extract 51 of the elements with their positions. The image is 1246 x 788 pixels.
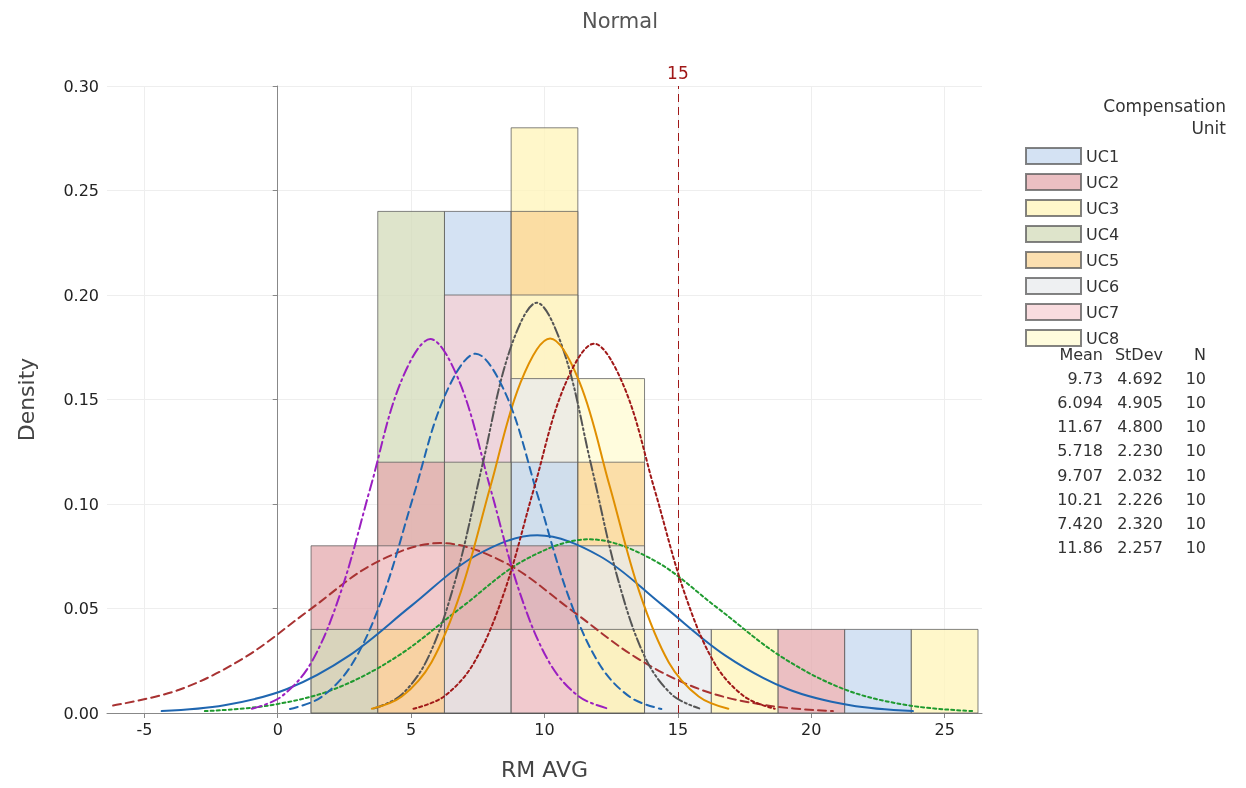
text: 9.707 [1057,465,1103,485]
legend-label: UC2 [1086,172,1120,192]
text: 2.257 [1117,538,1163,558]
text: 4.905 [1117,392,1163,412]
text: 10 [1185,368,1206,388]
text: 2.230 [1117,441,1163,461]
text: 10 [1185,538,1206,558]
legend-label: UC6 [1086,276,1120,296]
x-tick-label: 15 [667,719,689,739]
text: 9.73 [1067,368,1103,388]
text: 10 [1185,465,1206,485]
text: 4.800 [1117,417,1163,437]
legend-label: UC1 [1086,146,1120,166]
y-tick-label: 0.30 [63,76,99,96]
text: 4.692 [1117,368,1163,388]
text: 10 [1185,441,1206,461]
legend-label: UC4 [1086,224,1120,244]
text: 7.420 [1057,513,1103,533]
text: 10 [1185,489,1206,509]
x-tick-label: -5 [136,719,153,739]
x-tick-label: 25 [934,719,955,739]
text: 11.86 [1057,538,1103,558]
legend-title: Compensation Unit [1103,96,1227,138]
ref-line-label: 15 [667,62,689,83]
text: 10 [1185,392,1206,412]
text: 5.718 [1057,441,1103,461]
legend-label: UC5 [1086,250,1120,270]
x-axis-title: RM AVG [500,756,589,782]
text: 2.032 [1117,465,1163,485]
text: 10 [1185,417,1206,437]
text: 2.226 [1117,489,1163,509]
chart-title: Normal [582,8,658,33]
text: N [1194,344,1206,364]
y-tick-label: 0.05 [63,599,99,618]
y-tick-label: 0.15 [63,390,99,409]
text: 11.67 [1057,417,1103,437]
y-tick-label: 0.10 [63,494,99,514]
y-tick-label: 0.20 [63,285,99,305]
text: 6.094 [1057,392,1103,412]
text: 2.320 [1117,513,1163,533]
x-tick-label: 10 [534,719,555,739]
x-tick-label: 20 [801,719,822,739]
text: 10 [1185,513,1206,533]
x-tick-label: 0 [272,719,283,739]
y-tick-label: 0.25 [63,181,99,200]
legend-label: UC3 [1086,198,1120,218]
y-tick-label: 0.00 [63,703,99,723]
y-axis-title: Density [13,357,39,442]
text: 10.21 [1057,489,1103,509]
x-tick-label: 5 [406,719,417,739]
legend-label: UC7 [1086,302,1120,322]
